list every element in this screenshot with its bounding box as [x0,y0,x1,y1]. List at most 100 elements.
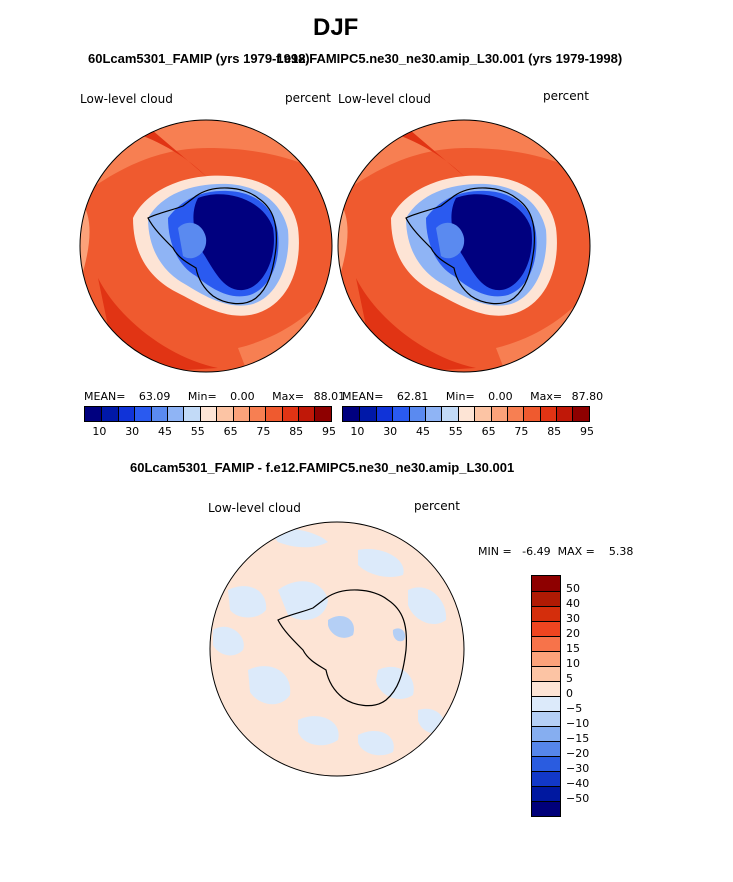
colorbar-tick-label: 20 [566,627,580,640]
colorbar-tick-label: −15 [566,732,590,745]
colorbar-swatch [532,681,560,696]
colorbar-tick-label: 30 [566,612,580,625]
colorbar-swatch [85,407,102,421]
colorbar-tick-label: 30 [383,425,398,438]
colorbar-swatch [532,726,560,741]
colorbar-tick-label: 95 [580,425,594,438]
colorbar-swatch [523,407,540,421]
colorbar-tick-label: −5 [566,702,583,715]
colorbar-swatch [556,407,573,421]
panel1-units-label: percent [285,91,331,105]
colorbar-swatch [532,591,560,606]
colorbar-swatch [424,407,442,421]
colorbar-tick-label: 65 [481,425,496,438]
colorbar-swatch [343,407,360,421]
mean-label: MEAN= [84,390,126,403]
colorbar-panel2-labels: 10 30 45 55 65 75 85 95 [342,425,594,439]
colorbar-swatch [532,756,560,771]
colorbar-swatch [183,407,200,421]
colorbar-tick-label: −30 [566,762,590,775]
colorbar-tick-label: −10 [566,717,590,730]
map-difference [209,521,465,777]
diff-minmax: MIN = -6.49 MAX = 5.38 [478,545,634,558]
colorbar-swatch [392,407,409,421]
panel2-variable-label: Low-level cloud [338,92,431,106]
colorbar-tick-label: −50 [566,792,590,805]
colorbar-swatch [474,407,491,421]
panel2-stats: MEAN= 62.81 Min= 0.00 Max= 87.80 [342,390,603,403]
colorbar-tick-label: 75 [514,425,529,438]
colorbar-swatch [539,407,557,421]
colorbar-tick-label: 55 [448,425,463,438]
colorbar-swatch [101,407,118,421]
colorbar-swatch [532,711,560,726]
colorbar-swatch [532,606,560,621]
colorbar-swatch [134,407,151,421]
colorbar-tick-label: 65 [223,425,238,438]
max-label: Max= [530,390,563,403]
min-label: Min= [445,390,475,403]
panel1-variable-label: Low-level cloud [80,92,173,106]
colorbar-tick-label: 10 [350,425,365,438]
panel3-subtitle: 60Lcam5301_FAMIP - f.e12.FAMIPC5.ne30_ne… [130,460,515,475]
colorbar-swatch [532,786,560,801]
max-value: 87.80 [571,390,604,403]
colorbar-tick-label: 40 [566,597,580,610]
colorbar-swatch [532,621,560,636]
mean-value: 62.81 [396,390,429,403]
colorbar-swatch [408,407,425,421]
colorbar-tick-label: −40 [566,777,590,790]
colorbar-swatch [265,407,282,421]
colorbar-difference [531,575,561,817]
colorbar-tick-label: 85 [547,425,562,438]
colorbar-tick-label: 15 [566,642,580,655]
colorbar-swatch [199,407,217,421]
colorbar-swatch [216,407,233,421]
panel2-subtitle: f.e12.FAMIPC5.ne30_ne30.amip_L30.001 (yr… [276,51,623,66]
colorbar-swatch [490,407,507,421]
colorbar-swatch [532,801,560,816]
mean-label: MEAN= [342,390,384,403]
colorbar-swatch [117,407,135,421]
panel3-variable-label: Low-level cloud [208,501,301,515]
colorbar-swatch [532,771,560,786]
page-title: DJF [313,14,359,41]
colorbar-tick-label: −20 [566,747,590,760]
colorbar-swatch [532,636,560,651]
colorbar-panel2 [342,406,590,422]
colorbar-tick-label: 75 [256,425,271,438]
panel1-stats: MEAN= 63.09 Min= 0.00 Max= 88.01 [84,390,345,403]
colorbar-tick-label: 95 [322,425,336,438]
colorbar-tick-label: 30 [125,425,140,438]
colorbar-swatch [506,407,524,421]
min-value: 0.00 [230,390,255,403]
colorbar-swatch [166,407,184,421]
colorbar-swatch [532,666,560,681]
min-label: Min= [187,390,217,403]
map-panel1 [79,119,333,373]
colorbar-swatch [298,407,315,421]
colorbar-swatch [232,407,249,421]
colorbar-swatch [532,696,560,711]
colorbar-swatch [314,407,331,421]
panel1-subtitle: 60Lcam5301_FAMIP (yrs 1979-1998) [88,51,310,66]
colorbar-tick-label: 0 [566,687,573,700]
colorbar-panel1 [84,406,332,422]
colorbar-swatch [281,407,299,421]
colorbar-tick-label: 10 [566,657,580,670]
colorbar-swatch [532,741,560,756]
colorbar-swatch [248,407,266,421]
colorbar-panel1-labels: 10 30 45 55 65 75 85 95 [84,425,336,439]
colorbar-swatch [572,407,589,421]
colorbar-tick-label: 10 [92,425,107,438]
panel3-units-label: percent [414,499,460,513]
panel2-units-label: percent [543,89,589,103]
mean-value: 63.09 [138,390,171,403]
colorbar-swatch [532,576,560,591]
colorbar-swatch [532,651,560,666]
min-value: 0.00 [488,390,513,403]
max-value: 88.01 [313,390,346,403]
colorbar-tick-label: 85 [289,425,304,438]
colorbar-tick-label: 50 [566,582,580,595]
colorbar-tick-label: 45 [158,425,172,438]
